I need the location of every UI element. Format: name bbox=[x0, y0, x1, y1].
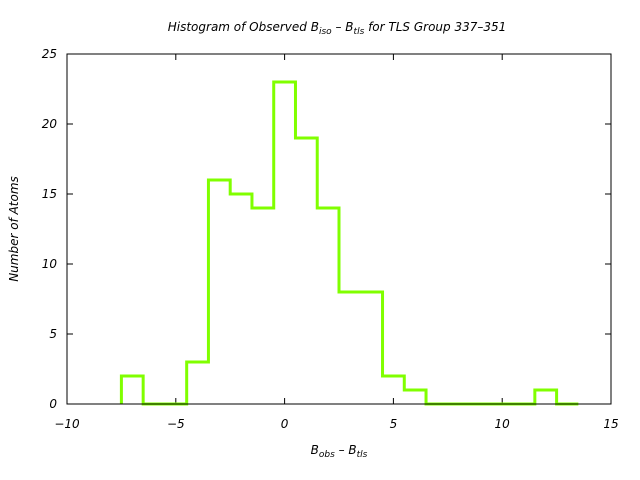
plot-frame bbox=[66, 53, 612, 405]
y-tick-label: 10 bbox=[42, 257, 58, 271]
y-tick-label: 5 bbox=[49, 327, 57, 341]
chart-title-suffix: for TLS Group 337–351 bbox=[364, 20, 506, 34]
y-tick-label: 0 bbox=[49, 397, 57, 411]
chart-title-prefix: Histogram of Observed B bbox=[168, 20, 319, 34]
x-tick-label: 10 bbox=[495, 417, 511, 431]
x-tick-label: 15 bbox=[603, 417, 618, 431]
x-tick-label: 0 bbox=[281, 417, 289, 431]
axis-tick-labels: −10 −5 0 5 10 15 0 5 10 15 20 25 bbox=[42, 47, 619, 431]
chart-title-sub1: iso bbox=[319, 27, 332, 37]
y-axis-label: Number of Atoms bbox=[7, 176, 21, 282]
chart-title-mid: – B bbox=[332, 20, 354, 34]
y-tick-label: 15 bbox=[42, 187, 57, 201]
chart-title-sub2: tls bbox=[354, 27, 365, 37]
x-axis-label-sub2: tls bbox=[357, 450, 368, 460]
x-axis-label: Bobs – Btls bbox=[311, 443, 368, 460]
x-tick-label: −10 bbox=[54, 417, 80, 431]
chart-title: Histogram of Observed Biso – Btls for TL… bbox=[168, 20, 507, 37]
x-axis-label-prefix: B bbox=[311, 443, 319, 457]
y-tick-label: 25 bbox=[42, 47, 57, 61]
x-tick-label: −5 bbox=[167, 417, 185, 431]
x-tick-label: 5 bbox=[390, 417, 398, 431]
y-tick-label: 20 bbox=[42, 117, 58, 131]
x-axis-label-sub1: obs bbox=[319, 450, 335, 460]
x-axis-label-mid: – B bbox=[335, 443, 357, 457]
